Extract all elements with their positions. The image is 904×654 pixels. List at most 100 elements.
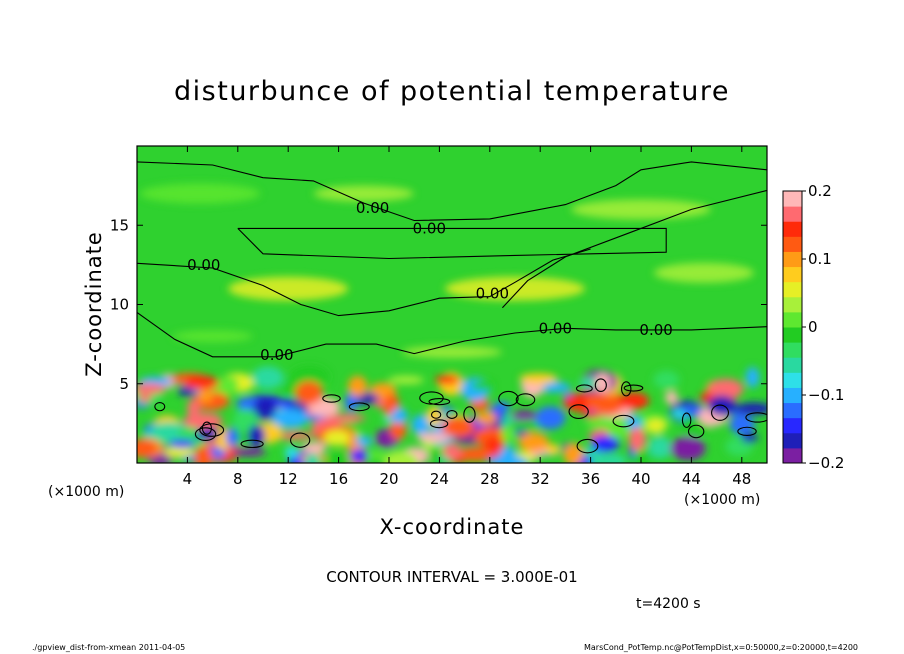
field-patch [571, 199, 711, 220]
contour-label: 0.00 [639, 321, 672, 339]
contour-line [621, 381, 632, 397]
field-patch [535, 381, 571, 393]
time-label: t=4200 s [636, 596, 701, 612]
chart-title: disturbunce of potential temperature [174, 76, 730, 107]
x-tick-label: 48 [732, 470, 751, 488]
contour-line [501, 189, 767, 309]
contour-line [711, 404, 729, 421]
field-patch [326, 414, 366, 423]
colorbar-swatch [783, 206, 802, 222]
field-patch [163, 446, 195, 458]
field-patch [434, 375, 459, 385]
colorbar-swatch [783, 311, 802, 328]
field-patch [402, 346, 502, 359]
contour-line [446, 410, 458, 419]
colorbar-swatch [783, 251, 802, 268]
colorbar-swatch [783, 236, 802, 252]
colorbar-swatch [783, 327, 802, 343]
contour-interval-text: CONTOUR INTERVAL = 3.000E-01 [326, 568, 578, 586]
field-patch [563, 443, 584, 463]
contour-line [568, 404, 589, 420]
field-patch [586, 392, 602, 411]
colorbar-swatch [783, 447, 802, 464]
field-patch [665, 391, 678, 405]
contour-line [594, 378, 607, 393]
x-tick-label: 24 [430, 470, 449, 488]
field-patch [253, 397, 278, 421]
field-patch [543, 443, 561, 456]
contour-line [575, 384, 593, 393]
contour-line [745, 412, 767, 423]
field-patch [506, 420, 543, 431]
field-patch [499, 446, 517, 463]
colorbar: 0.2 0.1 0 −0.1 −0.2 [782, 182, 844, 472]
plot-area [137, 146, 767, 463]
field-patch [441, 416, 475, 438]
contour-label: 0.00 [187, 256, 220, 274]
contour-line [348, 402, 370, 412]
field-patch [347, 375, 368, 397]
field-patch [595, 372, 611, 393]
field-patch [518, 432, 549, 453]
field-patch [284, 446, 299, 459]
field-patch [304, 453, 321, 463]
contour-line [498, 390, 519, 407]
x-tick-label: 16 [329, 470, 348, 488]
field-patch [172, 330, 253, 343]
field-patch [429, 446, 443, 463]
field-patch [313, 185, 414, 202]
contour-line [737, 426, 757, 437]
contour-line [429, 419, 449, 429]
field-patch [606, 417, 629, 439]
field-patch [194, 445, 213, 463]
field-patch [648, 436, 672, 459]
field-patch [426, 406, 442, 427]
contour-line [240, 439, 264, 449]
field-patch [501, 425, 516, 444]
field-patch [355, 435, 373, 447]
field-patch [140, 183, 260, 204]
field-patch [511, 410, 537, 422]
colorbar-swatch [783, 387, 802, 404]
contour-line [322, 394, 341, 403]
field-patch [628, 427, 646, 451]
contour-label: 0.00 [539, 319, 572, 337]
colorbar-tick-label: 0.2 [808, 182, 832, 200]
field-patch [367, 451, 386, 460]
x-tick-label: 44 [682, 470, 701, 488]
contour-line [463, 406, 476, 423]
field-patch [323, 429, 351, 446]
contour-label: 0.00 [356, 199, 389, 217]
colorbar-swatch [783, 357, 802, 373]
contour-line [137, 248, 591, 317]
field-patch [618, 392, 650, 410]
colorbar-tick-label: 0.1 [808, 250, 832, 268]
field-patch [186, 399, 200, 418]
x-tick-label: 40 [631, 470, 650, 488]
field-patch [183, 413, 223, 429]
field-patch [197, 388, 214, 403]
x-tick-label: 32 [531, 470, 550, 488]
field-patch [388, 375, 424, 385]
field-patch [231, 447, 267, 457]
field-patch [519, 373, 558, 385]
contour-line [515, 393, 536, 407]
contour-label: 0.00 [260, 346, 293, 364]
field-patch [670, 436, 706, 461]
contour-line [612, 414, 635, 428]
y-tick-label: 5 [119, 375, 129, 393]
colorbar-swatch [783, 432, 802, 449]
contour-line [623, 384, 644, 392]
colorbar-swatch [783, 296, 802, 313]
field-patch [590, 435, 620, 453]
contour-line [687, 424, 705, 439]
field-patch [745, 366, 760, 388]
field-patch [168, 439, 195, 448]
field-patch [445, 276, 585, 301]
colorbar-swatch [783, 221, 802, 237]
field-patch [653, 370, 680, 389]
contour-line [137, 311, 767, 358]
contour-line [199, 423, 225, 437]
field-patch [455, 447, 494, 462]
